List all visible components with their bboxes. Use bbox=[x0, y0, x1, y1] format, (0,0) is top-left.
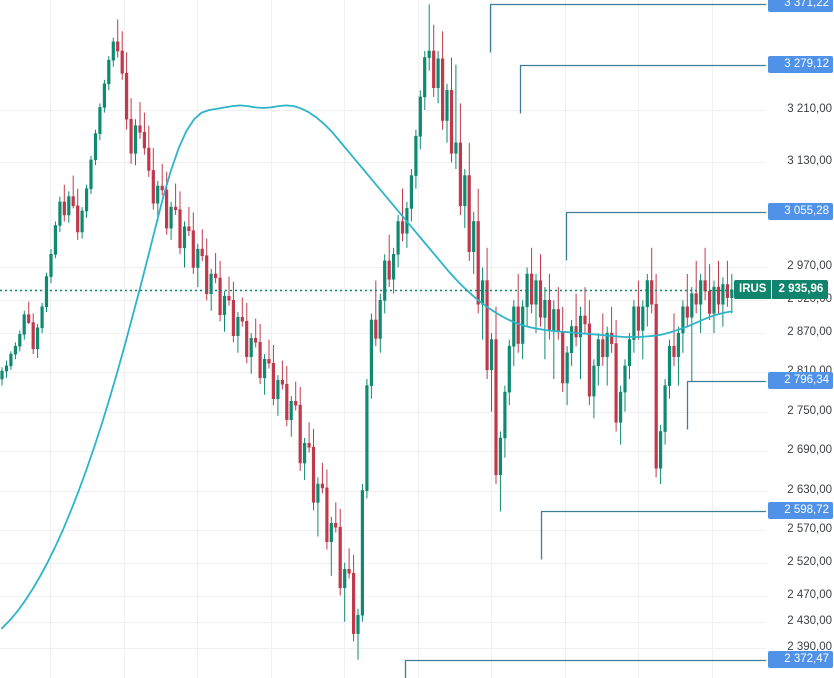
price-level-badge[interactable]: 3 279,12 bbox=[768, 55, 833, 73]
price-axis-tick: 2 520,00 bbox=[787, 555, 832, 568]
symbol-label: IRUS bbox=[734, 279, 773, 299]
price-axis-tick: 2 470,00 bbox=[787, 588, 832, 601]
price-axis-tick: 2 690,00 bbox=[787, 444, 832, 457]
price-axis-tick: 2 870,00 bbox=[787, 326, 832, 339]
price-level-badge[interactable]: 3 055,28 bbox=[768, 202, 833, 220]
price-axis-tick: 2 970,00 bbox=[787, 260, 832, 273]
grid-lines bbox=[0, 0, 766, 678]
moving-average-line bbox=[1, 104, 733, 630]
price-scale-axis[interactable]: 3 210,00 3 130,00 2 970,00 2 920,00 2 870,00… bbox=[734, 0, 834, 678]
current-price-badge[interactable]: IRUS 2 935,96 bbox=[734, 279, 829, 299]
current-price-value: 2 935,96 bbox=[772, 279, 829, 299]
price-axis-tick: 2 570,00 bbox=[787, 522, 832, 535]
price-level-badge[interactable]: 2 372,47 bbox=[768, 650, 833, 668]
price-axis-tick: 2 390,00 bbox=[787, 641, 832, 653]
horizontal-ray-lines[interactable] bbox=[404, 3, 766, 678]
chart-plot-area[interactable] bbox=[0, 0, 766, 678]
candlestick-series bbox=[0, 4, 734, 660]
price-axis-tick: 3 130,00 bbox=[787, 155, 832, 168]
price-axis-tick: 2 630,00 bbox=[787, 483, 832, 496]
price-level-badge[interactable]: 3 371,22 bbox=[768, 0, 833, 13]
price-axis-tick: 2 750,00 bbox=[787, 404, 832, 417]
price-axis-tick: 2 430,00 bbox=[787, 614, 832, 627]
chart-canvas bbox=[0, 0, 766, 678]
price-level-badge[interactable]: 2 796,34 bbox=[768, 372, 833, 390]
price-level-badge[interactable]: 2 598,72 bbox=[768, 502, 833, 520]
price-axis-tick: 3 210,00 bbox=[787, 103, 832, 115]
